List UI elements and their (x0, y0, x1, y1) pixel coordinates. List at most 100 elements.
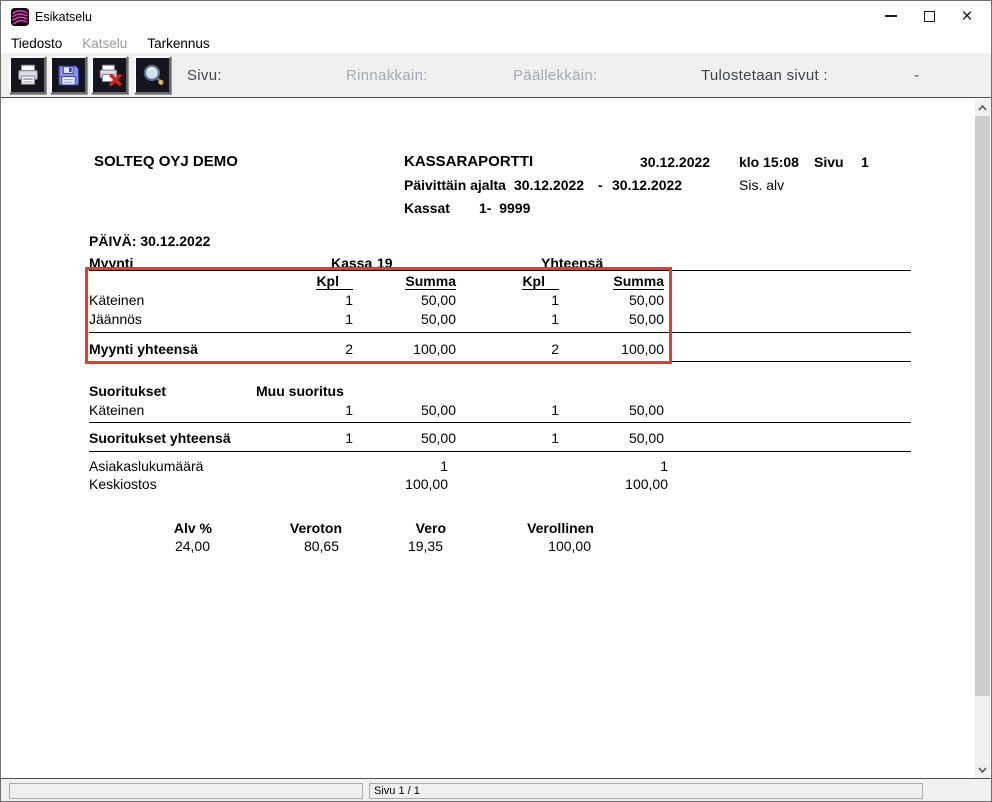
payments-row-sum2: 50,00 (628, 402, 664, 418)
menu-bar: Tiedosto Katselu Tarkennus (1, 33, 991, 53)
rule (89, 451, 911, 452)
vat-value: 24,00 (174, 538, 210, 554)
overlap-spinner-label: Päällekkäin: (513, 67, 598, 84)
vat-value: 100,00 (548, 538, 591, 554)
sales-total-qty1: 2 (345, 341, 353, 357)
sales-row-sum1: 50,00 (420, 311, 456, 327)
stats-row-val1: 1 (440, 458, 448, 474)
printer-icon (17, 64, 38, 85)
registers-range: 1- 9999 (479, 200, 531, 216)
qty-header-2: Kpl (489, 273, 559, 290)
qty-header-1: Kpl (283, 273, 353, 290)
sales-row-qty2: 1 (551, 311, 559, 327)
payments-total-sum2: 50,00 (628, 430, 664, 446)
vat-value: 80,65 (303, 538, 339, 554)
sales-total-label: Myynti yhteensä (89, 341, 198, 357)
menu-tiedosto[interactable]: Tiedosto (11, 35, 63, 51)
payments-total-qty1: 1 (345, 430, 353, 446)
report-time: klo 15:08 (739, 154, 799, 170)
sales-total-qty2: 2 (551, 341, 559, 357)
report-page-word: Sivu (814, 154, 844, 170)
vat-note: Sis. alv (739, 177, 785, 193)
rule (89, 270, 911, 271)
sales-row-qty1: 1 (345, 292, 353, 308)
day-heading: PÄIVÄ: 30.12.2022 (89, 233, 211, 249)
window-title: Esikatselu (35, 10, 92, 24)
rule (89, 332, 911, 333)
scroll-down-button[interactable] (975, 761, 990, 778)
payments-row-qty1: 1 (345, 402, 353, 418)
payments-subsection-label: Muu suoritus (256, 383, 344, 399)
chevron-down-icon (978, 766, 987, 773)
payments-total-qty2: 1 (551, 430, 559, 446)
report-date: 30.12.2022 (640, 154, 711, 170)
rule (89, 422, 911, 423)
app-icon[interactable] (11, 8, 29, 26)
report-title: KASSARAPORTTI (404, 153, 534, 170)
page-spinner-label: Sivu: (187, 67, 222, 84)
cancel-print-button[interactable] (91, 56, 128, 94)
sales-row-qty1: 1 (345, 311, 353, 327)
sales-row-qty2: 1 (551, 292, 559, 308)
vat-header: Verollinen (527, 520, 594, 536)
status-panel-left (9, 783, 363, 799)
payments-section-label: Suoritukset (89, 383, 167, 399)
stats-row-val2: 100,00 (625, 476, 668, 492)
sales-row-label: Jäännös (89, 311, 142, 327)
sum-header-2: Summa (613, 273, 664, 290)
payments-row-qty2: 1 (551, 402, 559, 418)
print-button[interactable] (9, 56, 46, 94)
save-button[interactable] (50, 56, 87, 94)
period-to: 30.12.2022 (612, 177, 683, 193)
report-company: SOLTEQ OYJ DEMO (94, 153, 238, 170)
maximize-button[interactable] (911, 1, 947, 31)
title-bar: Esikatselu × (1, 1, 991, 33)
zoom-button[interactable] (134, 56, 171, 94)
save-icon (58, 65, 79, 85)
close-button[interactable]: × (949, 1, 985, 31)
sales-row-sum1: 50,00 (420, 292, 456, 308)
sales-total-sum1: 100,00 (413, 341, 456, 357)
sum-header-1: Summa (405, 273, 456, 290)
minimize-button[interactable] (873, 1, 909, 31)
period-from: 30.12.2022 (514, 177, 585, 193)
vat-header: Alv % (173, 520, 212, 536)
close-icon: × (961, 5, 973, 27)
menu-tarkennus[interactable]: Tarkennus (147, 35, 210, 51)
sales-row-sum2: 50,00 (628, 292, 664, 308)
vertical-scrollbar[interactable] (975, 99, 990, 778)
payments-total-label: Suoritukset yhteensä (89, 430, 231, 446)
cancel-print-icon (99, 64, 121, 86)
minimize-icon (885, 15, 897, 17)
payments-total-sum1: 50,00 (420, 430, 456, 446)
menu-katselu[interactable]: Katselu (82, 35, 128, 51)
report-page: SOLTEQ OYJ DEMO KASSARAPORTTI 30.12.2022… (1, 99, 976, 778)
print-range-label: Tulostetaan sivut : (701, 67, 828, 84)
vat-header: Vero (415, 520, 446, 536)
period-label: Päivittäin ajalta (404, 177, 506, 193)
parallel-spinner-label: Rinnakkain: (346, 67, 428, 84)
scroll-thumb[interactable] (975, 116, 990, 696)
sales-row-label: Käteinen (89, 292, 145, 308)
sales-row-sum2: 50,00 (628, 311, 664, 327)
registers-label: Kassat (404, 200, 450, 216)
chevron-up-icon (978, 104, 987, 111)
period-dash: - (598, 177, 603, 193)
stats-row-label: Asiakaslukumäärä (89, 458, 204, 474)
toolbar: Sivu: Rinnakkain: Päällekkäin: Tulosteta… (1, 53, 991, 144)
range-separator: - (914, 67, 920, 84)
maximize-icon (923, 10, 935, 22)
scroll-up-button[interactable] (975, 99, 990, 116)
status-bar: Sivu 1 / 1 (1, 778, 991, 801)
status-panel-page: Sivu 1 / 1 (369, 783, 923, 799)
sales-total-sum2: 100,00 (621, 341, 664, 357)
annotation-rectangle (85, 267, 672, 364)
report-page-number: 1 (861, 154, 869, 170)
vat-header: Veroton (289, 520, 342, 536)
vat-value: 19,35 (407, 538, 443, 554)
payments-row-label: Käteinen (89, 402, 145, 418)
payments-row-sum1: 50,00 (420, 402, 456, 418)
stats-row-label: Keskiostos (89, 476, 157, 492)
magnifier-icon (143, 64, 163, 85)
